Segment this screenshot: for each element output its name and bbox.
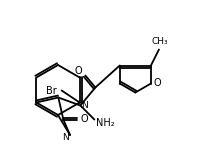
- Text: Br: Br: [46, 85, 57, 95]
- Text: O: O: [75, 66, 82, 76]
- Text: CH₃: CH₃: [152, 37, 168, 46]
- Text: O: O: [153, 78, 161, 88]
- Text: N: N: [81, 101, 88, 110]
- Text: NH₂: NH₂: [96, 117, 115, 127]
- Text: N: N: [63, 132, 69, 141]
- Text: O: O: [81, 115, 88, 124]
